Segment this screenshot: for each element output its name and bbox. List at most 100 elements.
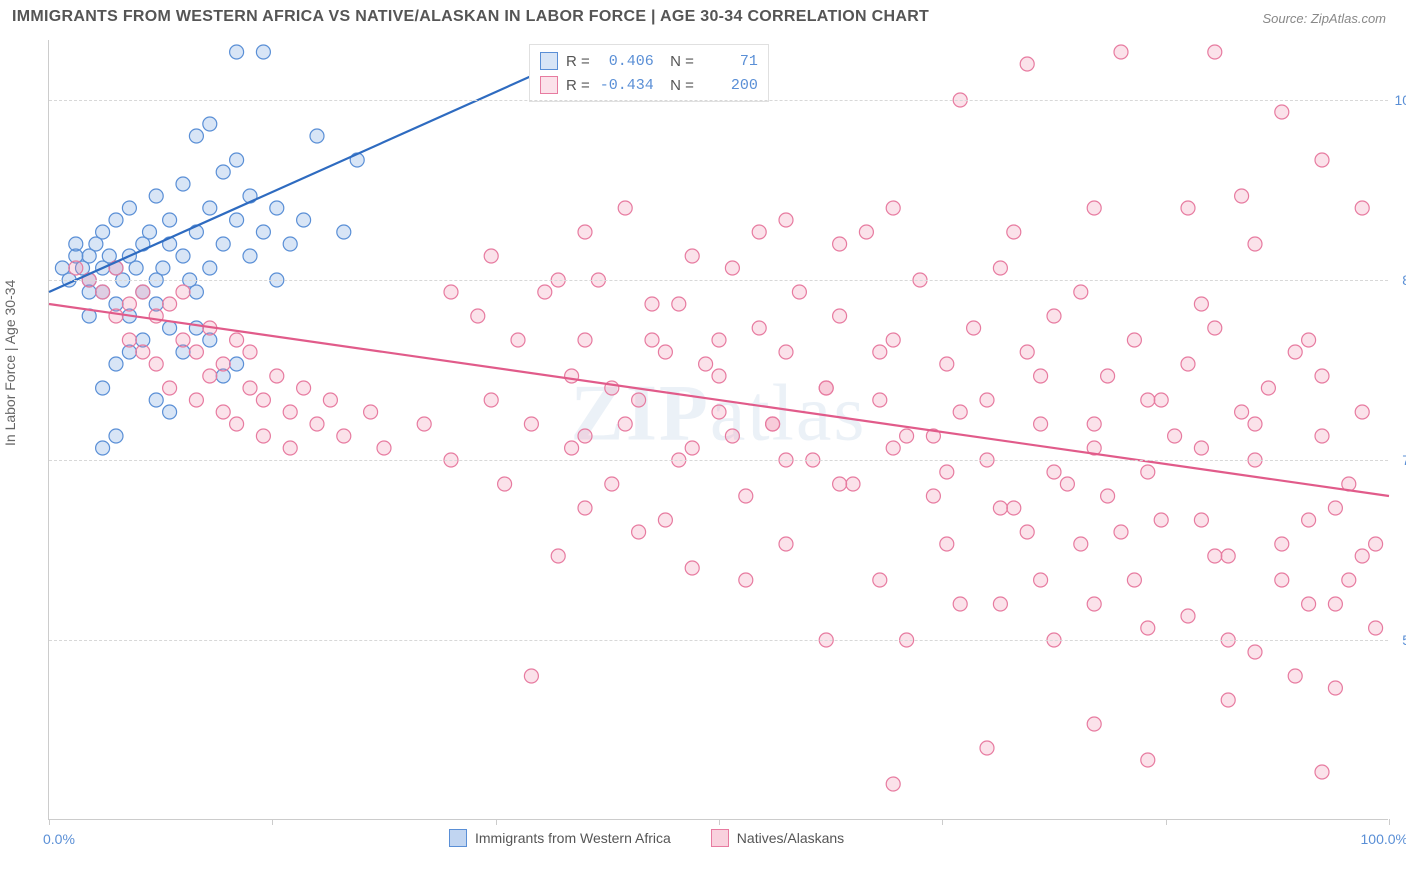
data-point <box>940 537 954 551</box>
data-point <box>886 777 900 791</box>
data-point <box>618 201 632 215</box>
data-point <box>1248 237 1262 251</box>
scatter-svg <box>49 40 1388 819</box>
data-point <box>967 321 981 335</box>
data-point <box>993 597 1007 611</box>
data-point <box>1275 573 1289 587</box>
x-tick <box>49 819 50 825</box>
data-point <box>578 225 592 239</box>
data-point <box>203 261 217 275</box>
data-point <box>1315 429 1329 443</box>
legend-n-value: 71 <box>702 53 758 70</box>
data-point <box>498 477 512 491</box>
data-point <box>1328 681 1342 695</box>
data-point <box>377 441 391 455</box>
data-point <box>1114 525 1128 539</box>
data-point <box>484 393 498 407</box>
x-tick <box>496 819 497 825</box>
data-point <box>1114 45 1128 59</box>
data-point <box>766 417 780 431</box>
series-legend: Immigrants from Western AfricaNatives/Al… <box>449 829 844 847</box>
data-point <box>163 213 177 227</box>
data-point <box>1275 105 1289 119</box>
data-point <box>846 477 860 491</box>
data-point <box>712 405 726 419</box>
data-point <box>739 573 753 587</box>
data-point <box>511 333 525 347</box>
data-point <box>1208 45 1222 59</box>
data-point <box>792 285 806 299</box>
plot-area: ZIPatlas R =0.406 N =71R =-0.434 N =200 … <box>48 40 1388 820</box>
data-point <box>779 213 793 227</box>
data-point <box>632 525 646 539</box>
data-point <box>109 309 123 323</box>
data-point <box>109 357 123 371</box>
data-point <box>1141 465 1155 479</box>
data-point <box>699 357 713 371</box>
data-point <box>149 189 163 203</box>
data-point <box>752 321 766 335</box>
data-point <box>1275 537 1289 551</box>
data-point <box>1087 201 1101 215</box>
data-point <box>163 381 177 395</box>
data-point <box>122 201 136 215</box>
data-point <box>176 333 190 347</box>
data-point <box>1328 501 1342 515</box>
data-point <box>618 417 632 431</box>
data-point <box>993 501 1007 515</box>
data-point <box>96 441 110 455</box>
data-point <box>578 429 592 443</box>
legend-label: Immigrants from Western Africa <box>475 830 671 846</box>
data-point <box>122 333 136 347</box>
data-point <box>149 393 163 407</box>
data-point <box>136 285 150 299</box>
legend-r-label: R = <box>566 53 590 70</box>
x-tick <box>272 819 273 825</box>
data-point <box>1101 489 1115 503</box>
data-point <box>1181 609 1195 623</box>
data-point <box>953 405 967 419</box>
data-point <box>69 261 83 275</box>
data-point <box>283 441 297 455</box>
data-point <box>1047 309 1061 323</box>
data-point <box>833 309 847 323</box>
data-point <box>96 225 110 239</box>
data-point <box>270 369 284 383</box>
data-point <box>256 45 270 59</box>
source-label: Source: ZipAtlas.com <box>1262 11 1386 26</box>
legend-r-label: R = <box>566 77 590 94</box>
data-point <box>203 201 217 215</box>
data-point <box>69 237 83 251</box>
data-point <box>129 261 143 275</box>
x-tick <box>942 819 943 825</box>
data-point <box>685 441 699 455</box>
data-point <box>122 297 136 311</box>
data-point <box>1141 753 1155 767</box>
data-point <box>1355 201 1369 215</box>
data-point <box>1181 357 1195 371</box>
data-point <box>230 357 244 371</box>
data-point <box>176 285 190 299</box>
data-point <box>163 297 177 311</box>
y-tick-label: 70.0% <box>1402 452 1406 468</box>
data-point <box>256 225 270 239</box>
data-point <box>176 177 190 191</box>
data-point <box>873 393 887 407</box>
data-point <box>565 441 579 455</box>
data-point <box>310 129 324 143</box>
data-point <box>1020 57 1034 71</box>
data-point <box>1181 201 1195 215</box>
data-point <box>1127 573 1141 587</box>
gridline <box>49 100 1388 101</box>
data-point <box>833 477 847 491</box>
data-point <box>109 429 123 443</box>
data-point <box>297 213 311 227</box>
data-point <box>779 345 793 359</box>
data-point <box>1087 597 1101 611</box>
legend-row: R =-0.434 N =200 <box>540 73 758 97</box>
data-point <box>1087 417 1101 431</box>
y-axis-title: In Labor Force | Age 30-34 <box>2 280 18 446</box>
data-point <box>189 285 203 299</box>
data-point <box>672 297 686 311</box>
data-point <box>163 405 177 419</box>
